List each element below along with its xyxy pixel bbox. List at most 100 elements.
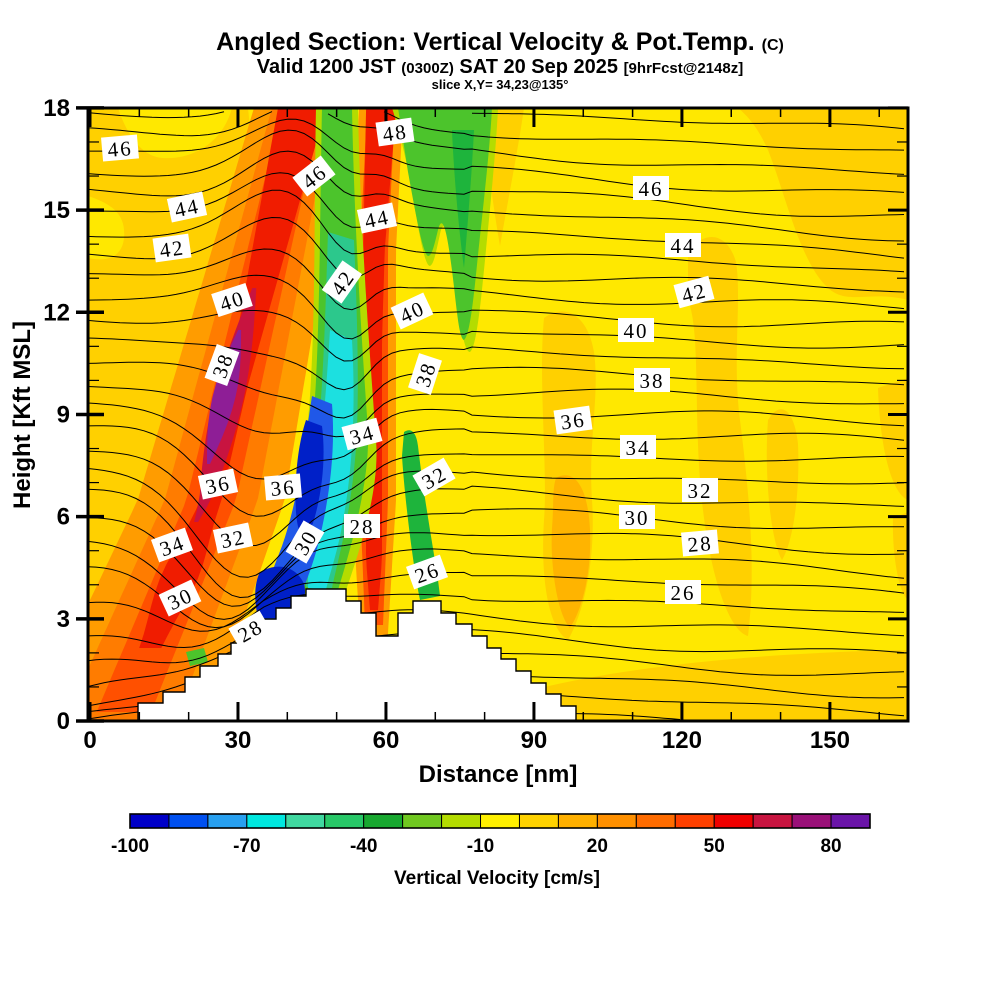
isentrope-line-45	[88, 150, 905, 242]
contour-label-text: 36	[559, 407, 587, 434]
colorbar-segment	[713, 813, 754, 829]
colorbar-segment	[246, 813, 287, 829]
chart-title: Angled Section: Vertical Velocity & Pot.…	[216, 28, 755, 56]
valid-date: SAT 20 Sep 2025	[459, 56, 618, 78]
field-region-yellow	[118, 108, 232, 159]
colorbar-tick-label: 50	[704, 836, 725, 857]
isentrope-line-47	[88, 118, 905, 193]
y-tick-label: 0	[57, 708, 70, 735]
isentrope-line-44	[88, 172, 905, 259]
contour-label-40: 40	[618, 318, 654, 343]
field-region-gold	[738, 108, 908, 300]
contour-label-text: 36	[203, 471, 232, 500]
x-tick-label: 30	[225, 727, 252, 754]
contour-label-36: 36	[264, 473, 302, 501]
chart-title-units: (C)	[761, 37, 784, 54]
contour-label-44: 44	[166, 191, 208, 223]
isentrope-line-32	[88, 468, 905, 578]
contour-label-38: 38	[634, 368, 670, 393]
colorbar-tick-label: 20	[587, 836, 608, 857]
isentrope-line-36	[88, 386, 905, 438]
contour-label-38: 38	[204, 343, 240, 387]
contour-label-text: 40	[624, 319, 649, 343]
contour-label-42: 42	[152, 233, 192, 263]
y-tick-label: 9	[57, 401, 70, 428]
colorbar-tick-label: 80	[820, 836, 841, 857]
field-region-gold	[540, 650, 908, 721]
contour-label-44: 44	[356, 202, 398, 234]
isentrope-line-43	[88, 189, 905, 273]
colorbar-segment	[441, 813, 482, 829]
isentrope-line-25	[88, 609, 905, 664]
terrain-silhouette	[137, 588, 577, 722]
y-tick-label: 12	[43, 299, 70, 326]
colorbar-segment	[674, 813, 715, 829]
contour-label-text: 28	[687, 531, 714, 557]
y-tick-label: 15	[43, 197, 70, 224]
colorbar-tick-label: -40	[350, 836, 377, 857]
contour-label-34: 34	[150, 527, 194, 563]
valid-time-line: Valid 1200 JST (0300Z) SAT 20 Sep 2025 […	[0, 56, 1000, 79]
colorbar: -100 -70 -40 -10 20 50 80 Vertical Velocity [cm…	[111, 813, 871, 889]
colorbar-segment	[129, 813, 170, 829]
isentrope-line-35	[88, 402, 905, 480]
x-tick-label: 60	[373, 727, 400, 754]
colorbar-caption: Vertical Velocity [cm/s]	[394, 868, 600, 889]
page-title: Angled Section: Vertical Velocity & Pot.…	[0, 28, 1000, 57]
x-axis-label: Distance [nm]	[419, 761, 578, 788]
slice-info: slice X,Y= 34,23@135°	[431, 77, 569, 92]
contour-label-text: 34	[626, 436, 651, 460]
contour-label-32: 32	[682, 478, 718, 503]
y-tick-label: 3	[57, 606, 70, 633]
isentrope-line-48	[88, 111, 905, 175]
contour-label-text: 44	[362, 205, 391, 234]
contour-label-text: 48	[381, 119, 409, 146]
y-tick-label: 6	[57, 504, 70, 531]
contour-label-text: 32	[688, 479, 713, 503]
colorbar-tick-label: -70	[233, 836, 260, 857]
colorbar-segment	[791, 813, 832, 829]
isentrope-line-29	[88, 532, 905, 620]
contour-label-36: 36	[197, 468, 239, 500]
contour-label-text: 26	[671, 581, 696, 605]
x-tick-label: 150	[810, 727, 850, 754]
contour-label-text: 36	[270, 475, 297, 501]
colorbar-segment	[402, 813, 443, 829]
isentrope-line-46	[88, 129, 905, 217]
valid-time-utc: (0300Z)	[401, 60, 454, 77]
field-region-gold	[892, 512, 908, 600]
colorbar-segment	[285, 813, 326, 829]
contour-label-text: 38	[640, 369, 665, 393]
contour-label-text: 32	[218, 525, 247, 554]
colorbar-segment	[752, 813, 793, 829]
x-tick-label: 120	[662, 727, 702, 754]
colorbar-segment	[557, 813, 598, 829]
field-region-deep_green	[452, 130, 474, 268]
colorbar-segment	[207, 813, 248, 829]
contour-label-text: 28	[350, 515, 375, 539]
forecast-init: [9hrFcst@2148z]	[623, 60, 744, 77]
contour-label-text: 30	[625, 506, 650, 530]
isentrope-line-31	[88, 485, 905, 599]
field-region-gold	[766, 409, 799, 560]
field-region-amber	[551, 475, 591, 628]
field-region-green	[186, 648, 208, 666]
isentrope-line-41	[88, 248, 905, 311]
isentrope-line-34	[88, 425, 905, 517]
contour-label-46: 46	[101, 134, 139, 162]
contour-label-text: 44	[671, 234, 696, 258]
contour-label-28: 28	[344, 514, 380, 539]
colorbar-segment	[324, 813, 365, 829]
isentrope-line-28	[88, 548, 905, 629]
colorbar-segment	[830, 813, 871, 829]
contour-label-34: 34	[341, 417, 383, 451]
x-tick-label: 0	[83, 727, 96, 754]
axes	[76, 106, 910, 723]
isentrope-line-30	[88, 508, 905, 607]
isentrope-line-42	[88, 216, 905, 293]
colorbar-segment	[635, 813, 676, 829]
contour-label-text: 46	[639, 177, 664, 201]
contour-label-28: 28	[681, 529, 719, 557]
colorbar-tick-label: -10	[467, 836, 494, 857]
contour-label-36: 36	[553, 405, 593, 435]
